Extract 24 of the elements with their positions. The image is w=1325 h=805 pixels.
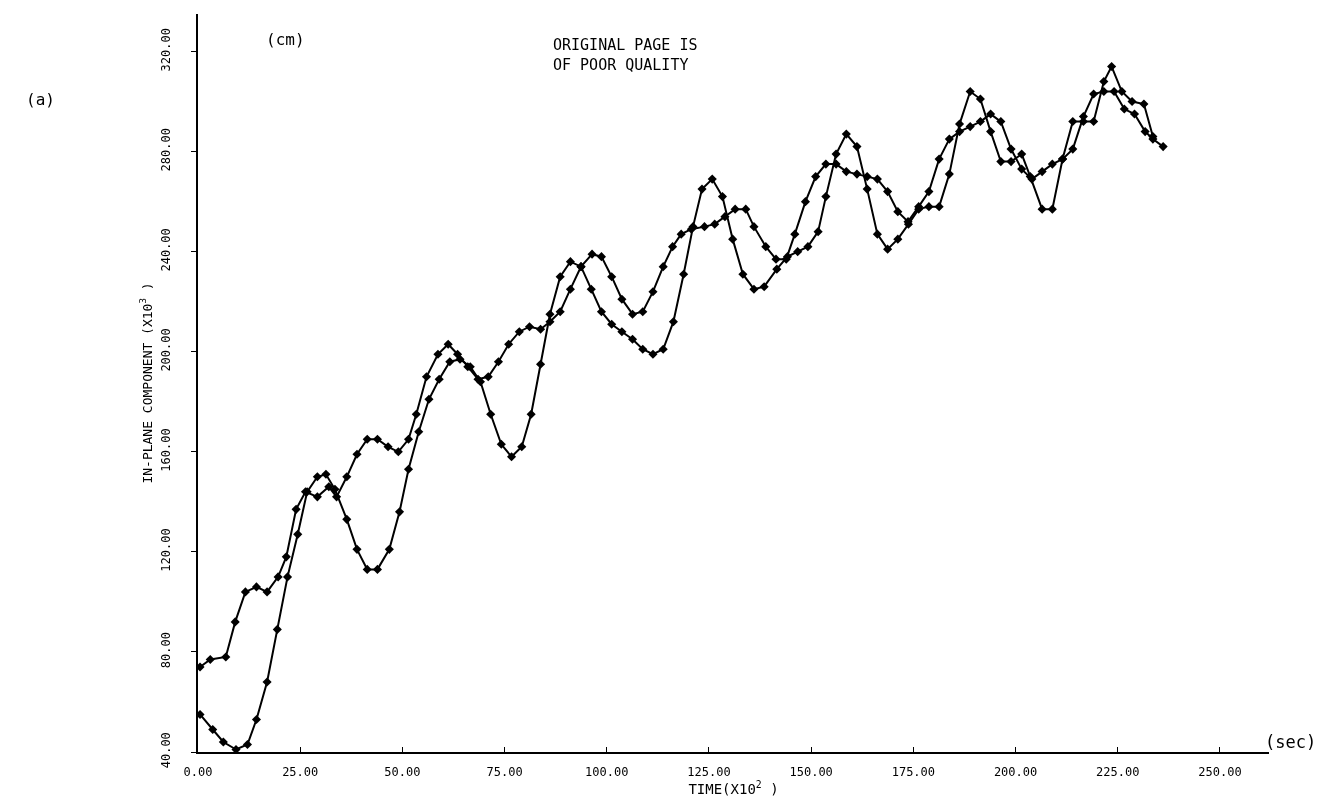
text: (a)	[26, 90, 55, 109]
y-tick-label: 160.00	[159, 428, 174, 472]
y-tick-label: 120.00	[159, 528, 174, 572]
annotation: (cm)	[266, 30, 305, 49]
x-axis-title: TIME(X10$^{2}$ )	[688, 779, 779, 798]
y-tick-label: 320.00	[159, 28, 174, 72]
x-tick-label: 0.00	[183, 765, 213, 780]
x-tick-label: 25.00	[282, 765, 319, 780]
x-tick-label: 150.00	[789, 765, 833, 780]
annotation: ORIGINAL PAGE IS OF POOR QUALITY	[553, 36, 698, 74]
y-tick-label: 240.00	[159, 228, 174, 272]
x-tick-label: 250.00	[1198, 765, 1242, 780]
y-tick-label: 280.00	[159, 128, 174, 172]
x-tick-label: 50.00	[384, 765, 421, 780]
annotation: (sec)	[1265, 732, 1317, 752]
y-tick-label: 200.00	[159, 328, 174, 372]
x-tick-label: 100.00	[585, 765, 629, 780]
x-tick-label: 125.00	[687, 765, 731, 780]
x-tick-label: 200.00	[993, 765, 1038, 780]
x-tick-label: 175.00	[891, 765, 936, 780]
y-tick-label: 40.00	[159, 732, 174, 769]
y-tick-label: 80.00	[159, 632, 174, 669]
x-tick-label: 75.00	[486, 765, 523, 780]
x-tick-label: 225.00	[1096, 765, 1140, 780]
